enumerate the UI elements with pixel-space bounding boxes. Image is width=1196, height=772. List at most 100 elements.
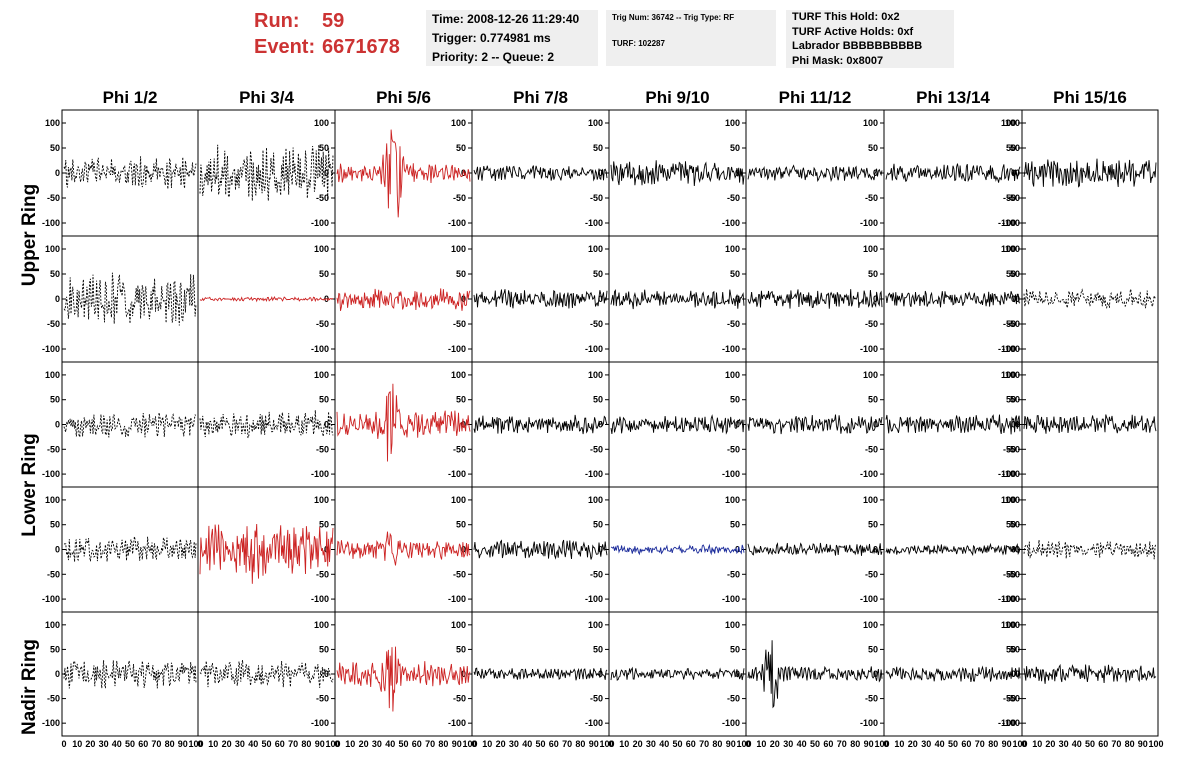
y-tick-label: -100 [860, 218, 878, 228]
waveform-trace [473, 289, 608, 309]
y-tick-label: 0 [598, 168, 603, 178]
waveform-trace [63, 536, 197, 562]
y-tick-label: 50 [1010, 520, 1020, 530]
x-tick-label: 20 [908, 739, 918, 749]
y-tick-label: 100 [1001, 244, 1016, 254]
y-tick-label: -50 [727, 444, 740, 454]
turf-hold-box: TURF This Hold: 0x2 TURF Active Holds: 0… [786, 10, 954, 68]
y-tick-label: -100 [585, 469, 603, 479]
waveform-trace [885, 665, 1021, 682]
y-tick-label: 100 [45, 495, 60, 505]
x-tick-label: 0 [745, 739, 750, 749]
y-tick-label: 0 [461, 168, 466, 178]
y-tick-label: -50 [590, 193, 603, 203]
y-tick-label: -100 [42, 594, 60, 604]
x-tick-label: 90 [864, 739, 874, 749]
column-header-phi-1-2: Phi 1/2 [102, 88, 158, 107]
y-tick-label: -100 [448, 344, 466, 354]
y-tick-label: -50 [1007, 569, 1020, 579]
x-tick-label: 90 [315, 739, 325, 749]
x-tick-label: 40 [385, 739, 395, 749]
y-tick-label: -100 [1002, 469, 1020, 479]
y-tick-label: -100 [448, 218, 466, 228]
waveform-trace [199, 659, 334, 688]
x-tick-label: 40 [1072, 739, 1082, 749]
y-tick-label: 50 [1006, 143, 1016, 153]
y-tick-label: 50 [730, 520, 740, 530]
waveform-trace [610, 288, 745, 310]
x-tick-label: 100 [736, 739, 751, 749]
y-tick-label: -50 [1007, 193, 1020, 203]
y-tick-label: 50 [868, 520, 878, 530]
x-tick-label: 0 [471, 739, 476, 749]
waveform-trace [336, 531, 471, 566]
y-tick-label: 50 [456, 143, 466, 153]
y-tick-label: 50 [593, 644, 603, 654]
y-tick-label: -100 [1002, 594, 1020, 604]
y-tick-label: 100 [588, 620, 603, 630]
waveform-trace [747, 640, 883, 709]
y-tick-label: -100 [722, 344, 740, 354]
y-tick-label: -50 [865, 444, 878, 454]
y-tick-label: -100 [42, 344, 60, 354]
y-tick-label: -100 [722, 469, 740, 479]
x-tick-label: 20 [496, 739, 506, 749]
x-tick-label: 20 [359, 739, 369, 749]
x-tick-label: 40 [248, 739, 258, 749]
x-tick-label: 50 [948, 739, 958, 749]
x-tick-label: 0 [883, 739, 888, 749]
y-tick-label: -50 [316, 444, 329, 454]
x-tick-label: 10 [208, 739, 218, 749]
y-tick-label: -50 [1003, 694, 1016, 704]
y-tick-label: -50 [590, 694, 603, 704]
y-tick-label: -50 [453, 193, 466, 203]
x-tick-label: 40 [659, 739, 669, 749]
x-tick-label: 10 [345, 739, 355, 749]
x-tick-label: 50 [810, 739, 820, 749]
x-tick-label: 70 [562, 739, 572, 749]
waveform-trace [610, 160, 745, 187]
waveform-trace [336, 646, 471, 712]
x-tick-label: 60 [549, 739, 559, 749]
x-tick-label: 90 [726, 739, 736, 749]
y-tick-label: 50 [730, 143, 740, 153]
waveform-trace [473, 667, 608, 681]
y-tick-label: -50 [727, 193, 740, 203]
y-tick-label: 100 [1001, 370, 1016, 380]
y-tick-label: 100 [1005, 370, 1020, 380]
y-tick-label: 50 [868, 143, 878, 153]
y-tick-label: -50 [47, 444, 60, 454]
waveform-trace [336, 383, 471, 462]
y-tick-label: 0 [324, 168, 329, 178]
waveform-trace [473, 165, 608, 182]
y-tick-label: -50 [590, 444, 603, 454]
x-tick-label: 80 [1125, 739, 1135, 749]
x-tick-label: 70 [425, 739, 435, 749]
waveform-trace [63, 659, 197, 689]
y-tick-label: -100 [311, 344, 329, 354]
y-tick-label: 50 [50, 395, 60, 405]
event-value: 6671678 [322, 36, 400, 58]
column-header-phi-15-16: Phi 15/16 [1053, 88, 1127, 107]
y-tick-label: 50 [319, 520, 329, 530]
y-tick-label: -100 [311, 594, 329, 604]
waveform-trace [1023, 539, 1157, 560]
trig-info-box: Trig Num: 36742 -- Trig Type: RF TURF: 1… [606, 10, 776, 66]
y-tick-label: -100 [722, 218, 740, 228]
y-tick-label: -100 [998, 718, 1016, 728]
y-tick-label: 0 [1015, 420, 1020, 430]
y-tick-label: 100 [588, 370, 603, 380]
turf-text: TURF: 102287 [612, 39, 665, 48]
y-tick-label: 0 [55, 545, 60, 555]
y-tick-label: -50 [453, 444, 466, 454]
event-label: Event: [254, 36, 316, 58]
waveform-trace [199, 410, 334, 439]
column-header-phi-13-14: Phi 13/14 [916, 88, 990, 107]
x-tick-label: 60 [961, 739, 971, 749]
waveform-trace [747, 414, 883, 435]
y-tick-label: 100 [863, 495, 878, 505]
column-header-phi-11-12: Phi 11/12 [778, 88, 852, 107]
x-tick-label: 100 [1012, 739, 1027, 749]
y-tick-label: 50 [319, 395, 329, 405]
waveform-trace [610, 543, 745, 556]
